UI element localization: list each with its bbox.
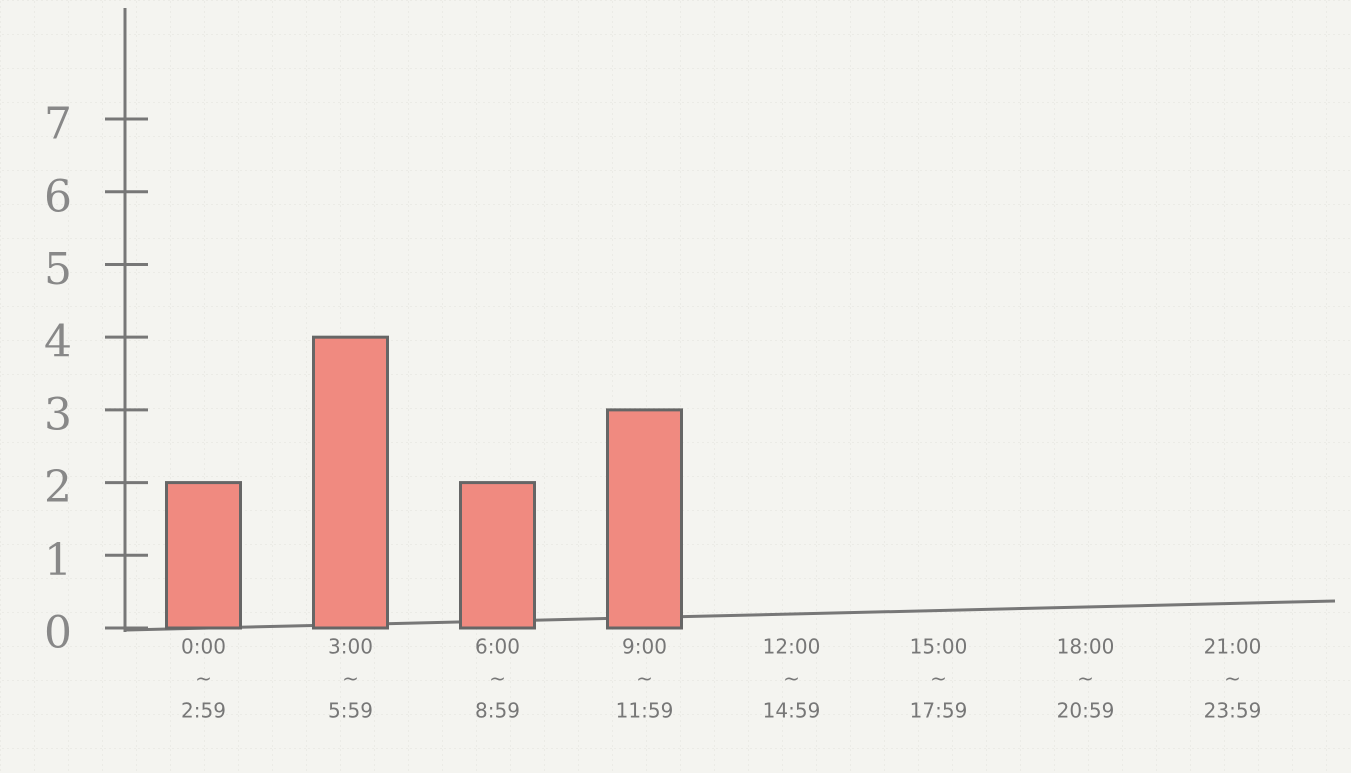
x-tick-label: 0:00 — [181, 635, 226, 659]
y-tick-label: 5 — [44, 244, 72, 295]
x-tick-label: 17:59 — [910, 699, 968, 723]
x-tick-label: 15:00 — [910, 635, 968, 659]
x-tick-label: 20:59 — [1057, 699, 1115, 723]
bar — [312, 335, 389, 630]
x-tick-label: ~ — [636, 667, 653, 691]
x-tick-label: ~ — [930, 667, 947, 691]
bar — [606, 408, 683, 630]
x-tick-label: 9:00 — [622, 635, 667, 659]
x-tick-label: 5:59 — [328, 699, 373, 723]
x-tick-label: 2:59 — [181, 699, 226, 723]
y-tick-label: 4 — [44, 317, 72, 368]
bar — [459, 481, 536, 630]
x-tick-label: ~ — [489, 667, 506, 691]
y-tick-label: 2 — [44, 462, 72, 513]
y-tick-label: 0 — [44, 608, 72, 659]
x-tick-label: 12:00 — [763, 635, 821, 659]
x-tick-label: ~ — [195, 667, 212, 691]
x-tick-label: 23:59 — [1204, 699, 1262, 723]
x-tick-label: ~ — [1224, 667, 1241, 691]
x-tick-label: ~ — [1077, 667, 1094, 691]
x-tick-label: 14:59 — [763, 699, 821, 723]
x-tick-label: 8:59 — [475, 699, 520, 723]
y-tick-label: 3 — [44, 389, 72, 440]
x-tick-label: 6:00 — [475, 635, 520, 659]
x-tick-label: 11:59 — [616, 699, 674, 723]
y-tick-label: 6 — [44, 171, 72, 222]
x-tick-label: ~ — [783, 667, 800, 691]
bar — [165, 481, 242, 630]
y-tick-label: 1 — [44, 535, 72, 586]
x-tick-label: 21:00 — [1204, 635, 1262, 659]
y-tick-label: 7 — [44, 99, 72, 150]
x-tick-label: 18:00 — [1057, 635, 1115, 659]
x-tick-label: ~ — [342, 667, 359, 691]
x-tick-label: 3:00 — [328, 635, 373, 659]
